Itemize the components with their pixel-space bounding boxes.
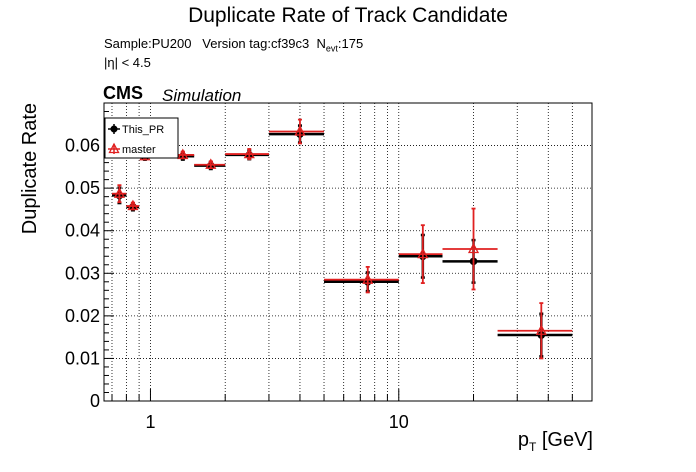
eta-cut-label: |η| < 4.5 bbox=[104, 55, 151, 70]
nevt-value: :175 bbox=[337, 36, 364, 51]
data-point bbox=[362, 273, 374, 284]
data-point bbox=[243, 147, 255, 159]
y-tick-label: 0.05 bbox=[65, 178, 100, 198]
x-tick-label: 1 bbox=[145, 412, 155, 432]
series-This_PR bbox=[111, 124, 573, 358]
data-point bbox=[417, 247, 429, 259]
x-tick-label: 10 bbox=[389, 412, 409, 432]
x-axis-label: pT [GeV] bbox=[518, 429, 593, 454]
legend-label: master bbox=[122, 144, 156, 156]
data-point bbox=[205, 158, 217, 169]
y-tick-label: 0.04 bbox=[65, 221, 100, 241]
plot-frame bbox=[103, 102, 593, 402]
cms-label: CMS bbox=[103, 83, 143, 103]
y-tick-label: 0.01 bbox=[65, 348, 100, 368]
sample-info-line: Sample:PU200 Version tag:cf39c3 Nevt:175 bbox=[104, 36, 363, 54]
data-point bbox=[535, 324, 547, 335]
sample-label: Sample:PU200 bbox=[104, 36, 192, 51]
y-tick-label: 0.03 bbox=[65, 263, 100, 283]
data-point bbox=[127, 199, 139, 211]
y-tick-label: 0.06 bbox=[65, 136, 100, 156]
nevt-symbol: N bbox=[316, 36, 326, 51]
data-point bbox=[113, 187, 126, 198]
legend bbox=[104, 117, 179, 159]
y-tick-label: 0 bbox=[90, 391, 100, 411]
data-point bbox=[294, 125, 306, 136]
y-tick-label: 0.02 bbox=[65, 306, 100, 326]
legend-marker bbox=[108, 142, 120, 154]
legend-marker bbox=[110, 125, 118, 133]
chart-title: Duplicate Rate of Track Candidate bbox=[188, 4, 508, 27]
simulation-label: Simulation bbox=[162, 86, 242, 105]
legend-label: This_PR bbox=[122, 124, 164, 136]
data-point bbox=[177, 148, 189, 160]
nevt-subscript: evt bbox=[325, 43, 338, 54]
data-point bbox=[467, 242, 480, 254]
version-tag-label: Version tag:cf39c3 bbox=[202, 36, 310, 51]
y-axis-label: Duplicate Rate bbox=[19, 103, 41, 234]
series-master bbox=[111, 118, 573, 360]
